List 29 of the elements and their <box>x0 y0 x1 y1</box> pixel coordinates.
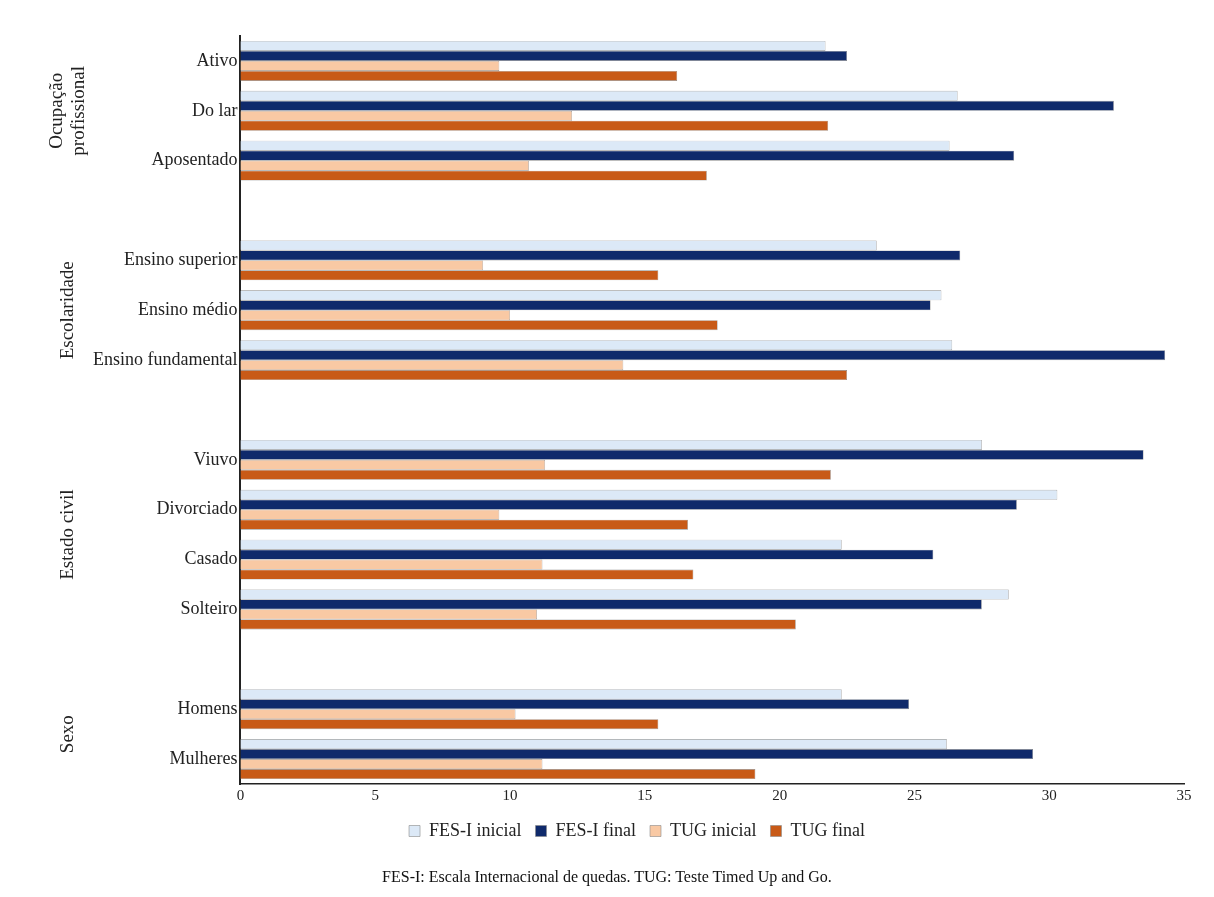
legend-label: TUG final <box>790 819 865 840</box>
text: Escolaridade <box>55 261 77 360</box>
text: FES-I: Escala Internacional de quedas. TUG: Teste Timed Up and Go. <box>381 868 833 886</box>
y-tick-label: Casado <box>184 548 238 569</box>
text: Sexo <box>55 715 77 754</box>
y-tick-label: Aposentado <box>151 149 238 170</box>
y-tick-label: Mulheres <box>169 747 238 768</box>
y-tick-label: Do lar <box>191 99 238 120</box>
y-tick-label: Viuvo <box>193 448 238 469</box>
y-tick-label: Ensino fundamental <box>93 348 238 369</box>
legend-label: TUG inicial <box>670 819 757 840</box>
text: Estado civil <box>55 489 77 580</box>
y-tick-label: Homens <box>177 697 238 718</box>
y-tick-label: Solteiro <box>180 598 238 619</box>
x-tick-label: 35 <box>1176 786 1192 803</box>
legend-label: FES-I inicial <box>429 819 522 840</box>
x-tick-label: 0 <box>236 786 245 803</box>
x-tick-label: 10 <box>502 786 518 803</box>
y-tick-label: Divorciado <box>156 498 238 519</box>
text: Ocupação profissional <box>44 65 88 156</box>
y-tick-label: Ativo <box>196 49 238 70</box>
x-tick-label: 25 <box>906 786 922 803</box>
x-tick-label: 20 <box>772 786 788 803</box>
y-tick-label: Ensino superior <box>123 249 238 270</box>
legend-label: FES-I final <box>555 819 637 840</box>
x-tick-label: 5 <box>371 786 380 803</box>
x-tick-label: 30 <box>1041 786 1057 803</box>
y-tick-label: Ensino médio <box>137 299 238 319</box>
x-tick-label: 15 <box>637 786 653 803</box>
